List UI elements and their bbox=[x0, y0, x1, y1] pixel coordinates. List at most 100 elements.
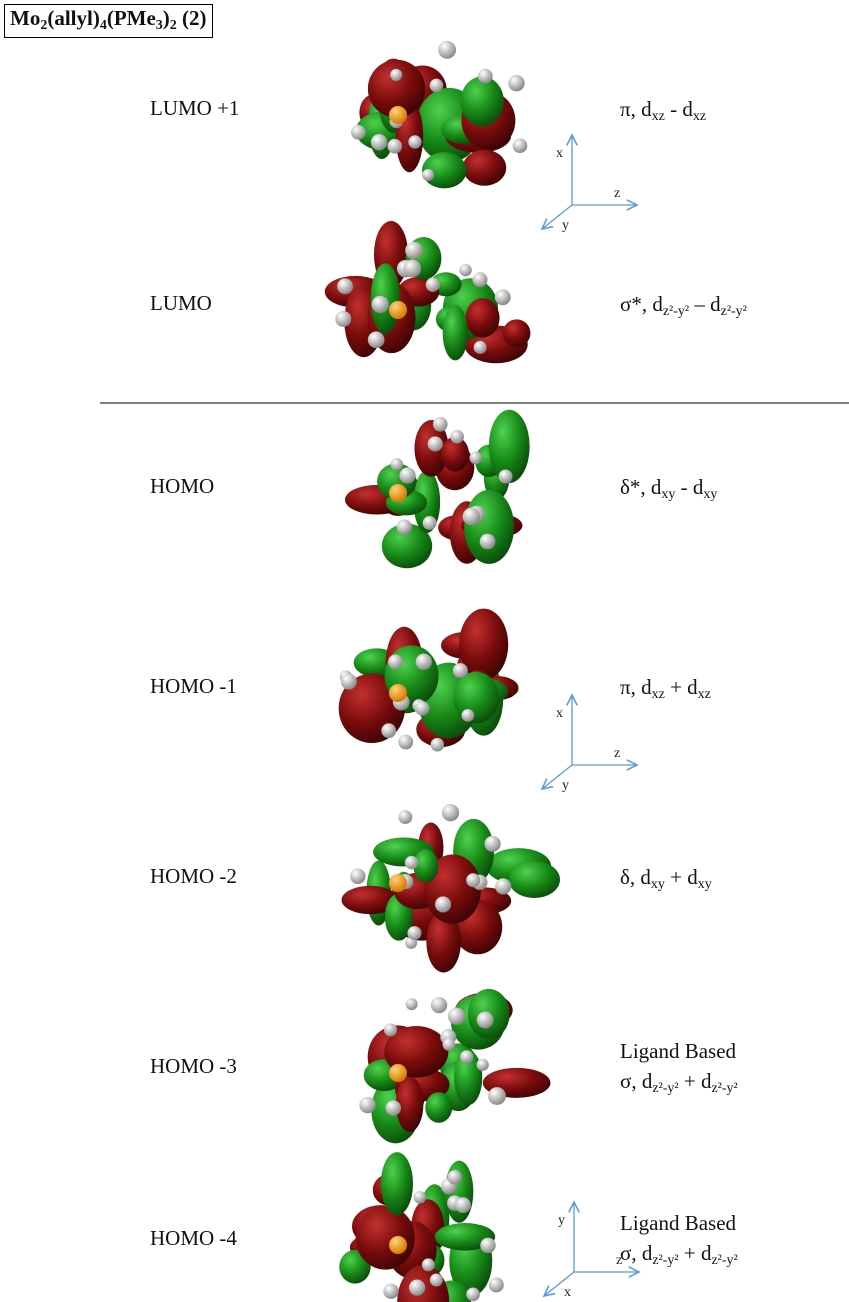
atom bbox=[422, 169, 434, 181]
orbital-label: HOMO -1 bbox=[150, 674, 237, 699]
formula-part: xz bbox=[698, 687, 711, 702]
axis-label: z bbox=[614, 746, 620, 761]
formula-part: + d bbox=[665, 675, 698, 699]
axis-label: y bbox=[562, 778, 569, 793]
atom bbox=[431, 997, 447, 1013]
axis-label: y bbox=[562, 218, 569, 233]
formula-part: + d bbox=[679, 1069, 712, 1093]
atom bbox=[390, 69, 402, 81]
formula-part: + d bbox=[679, 1241, 712, 1265]
atom bbox=[398, 810, 412, 824]
atom bbox=[405, 242, 422, 259]
atom bbox=[350, 868, 365, 883]
formula-part: xz bbox=[652, 687, 665, 702]
atom bbox=[337, 278, 353, 294]
atom bbox=[435, 896, 451, 912]
orbital-label: LUMO bbox=[150, 291, 212, 316]
formula-part: π, d bbox=[620, 675, 652, 699]
atom bbox=[408, 135, 421, 148]
formula-part: + d bbox=[665, 865, 698, 889]
orbital-formula: δ*, dxy - dxy bbox=[620, 472, 717, 510]
orbital-image bbox=[339, 609, 519, 752]
formula-part: xy bbox=[703, 487, 717, 502]
lobe bbox=[465, 298, 499, 337]
atom bbox=[389, 106, 407, 124]
atom bbox=[473, 272, 488, 287]
atom bbox=[407, 926, 421, 940]
atom bbox=[389, 874, 407, 892]
atom bbox=[466, 873, 480, 887]
page: {"title": ["Mo", "2", "(allyl)", "4", "(… bbox=[0, 0, 849, 1302]
formula-part: - d bbox=[665, 97, 693, 121]
atom bbox=[489, 1277, 504, 1292]
formula-part: xy bbox=[698, 877, 712, 892]
atom bbox=[335, 311, 351, 327]
formula-part: z²-y² bbox=[711, 1081, 737, 1096]
atom bbox=[423, 516, 437, 530]
orbital-description: δ, dxy + dxy bbox=[620, 862, 712, 900]
atom bbox=[398, 735, 413, 750]
atom bbox=[450, 430, 464, 444]
lobe bbox=[503, 319, 531, 347]
atom bbox=[406, 998, 418, 1010]
atom bbox=[460, 1050, 473, 1063]
atom bbox=[372, 296, 389, 313]
atom bbox=[508, 75, 524, 91]
atom bbox=[403, 260, 421, 278]
atom bbox=[480, 1238, 495, 1253]
atom bbox=[371, 134, 387, 150]
atom bbox=[389, 484, 407, 502]
orbital-image bbox=[339, 1152, 503, 1302]
formula-part: z²-y² bbox=[652, 1253, 678, 1268]
lobe bbox=[453, 672, 499, 724]
formula-part: δ*, d bbox=[620, 475, 661, 499]
orbital-formula: δ, dxy + dxy bbox=[620, 862, 712, 900]
orbital-note: Ligand Based bbox=[620, 1208, 738, 1238]
atom bbox=[495, 878, 511, 894]
orbital-image bbox=[325, 221, 531, 363]
axis-label: y bbox=[558, 1213, 565, 1228]
atom bbox=[488, 1087, 506, 1105]
orbital-formula: σ*, dz²-y² – dz²-y² bbox=[620, 289, 747, 327]
atom bbox=[430, 1273, 443, 1286]
formula-part: z²-y² bbox=[663, 304, 689, 319]
formula-part: δ, d bbox=[620, 865, 651, 889]
orbital-image bbox=[359, 989, 550, 1143]
lobe bbox=[396, 1076, 423, 1131]
orbital-art: xz y xz y y z x bbox=[0, 0, 849, 1302]
atom bbox=[474, 341, 487, 354]
atom bbox=[459, 264, 471, 276]
axis-label: x bbox=[556, 146, 563, 161]
formula-part: z²-y² bbox=[652, 1081, 678, 1096]
formula-part: xy bbox=[651, 877, 665, 892]
formula-part: - d bbox=[675, 475, 703, 499]
atom bbox=[383, 1284, 398, 1299]
orbital-note: Ligand Based bbox=[620, 1036, 738, 1066]
atom bbox=[386, 1100, 401, 1115]
atom bbox=[414, 1191, 427, 1204]
atom bbox=[463, 508, 481, 526]
atom bbox=[499, 470, 513, 484]
orbital-formula: π, dxz + dxz bbox=[620, 672, 711, 710]
orbital-formula: σ, dz²-y² + dz²-y² bbox=[620, 1066, 738, 1104]
atom bbox=[470, 452, 483, 465]
orbital-label: HOMO bbox=[150, 474, 214, 499]
axis-label: x bbox=[556, 706, 563, 721]
atom bbox=[415, 701, 429, 715]
orbital-formula: π, dxz - dxz bbox=[620, 94, 706, 132]
atom bbox=[428, 436, 443, 451]
atom bbox=[513, 138, 528, 153]
atom bbox=[453, 663, 468, 678]
atom bbox=[430, 79, 444, 93]
orbital-description: π, dxz + dxz bbox=[620, 672, 711, 710]
atom bbox=[387, 139, 402, 154]
orbital-description: Ligand Basedσ, dz²-y² + dz²-y² bbox=[620, 1036, 738, 1104]
formula-part: σ, d bbox=[620, 1069, 652, 1093]
atom bbox=[389, 1236, 407, 1254]
lobe bbox=[464, 490, 514, 564]
atom bbox=[478, 69, 493, 84]
orbital-description: σ*, dz²-y² – dz²-y² bbox=[620, 289, 747, 327]
orbital-formula: σ, dz²-y² + dz²-y² bbox=[620, 1238, 738, 1276]
atom bbox=[359, 1097, 375, 1113]
